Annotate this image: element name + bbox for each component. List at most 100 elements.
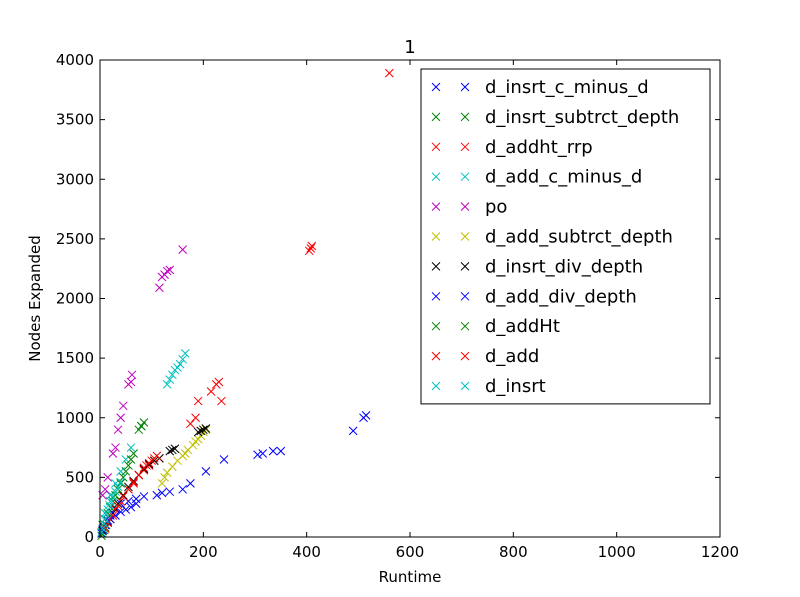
marker-stroke — [127, 370, 137, 380]
marker-stroke — [361, 411, 371, 420]
data-point — [160, 473, 169, 482]
data-point — [167, 445, 177, 455]
marker-stroke — [167, 462, 177, 471]
legend-label: d_insrt_c_minus_d — [485, 77, 649, 98]
marker-stroke — [276, 446, 286, 456]
marker-stroke — [306, 244, 316, 253]
data-point — [191, 413, 200, 423]
data-point — [165, 446, 175, 456]
marker-stroke — [253, 450, 262, 460]
marker-stroke — [173, 363, 182, 373]
data-point — [113, 482, 123, 492]
legend-label: d_addht_rrp — [485, 137, 593, 158]
legend-item: d_insrt — [431, 376, 546, 397]
legend-marker — [431, 82, 441, 92]
legend-marker — [460, 142, 470, 152]
marker-stroke — [165, 375, 175, 384]
data-point — [116, 507, 126, 517]
data-point — [193, 427, 203, 437]
data-point — [258, 449, 268, 458]
marker-stroke — [129, 478, 138, 488]
marker-stroke — [460, 381, 470, 391]
marker-stroke — [108, 492, 118, 501]
marker-stroke — [201, 425, 211, 435]
legend-marker — [460, 381, 470, 391]
marker-stroke — [126, 443, 136, 452]
legend: d_insrt_c_minus_d d_insrt_subtrct_depth d_… — [420, 68, 711, 405]
data-point — [118, 401, 128, 411]
marker-stroke — [175, 359, 185, 369]
marker-stroke — [162, 468, 172, 477]
legend-marker — [431, 291, 441, 301]
legend-item: d_add_div_depth — [431, 286, 637, 307]
marker-stroke — [431, 82, 441, 92]
marker-stroke — [113, 501, 123, 511]
data-point — [167, 462, 177, 471]
data-point — [105, 496, 115, 506]
data-point — [193, 396, 203, 406]
data-point — [129, 449, 138, 458]
legend-marker — [431, 232, 441, 241]
x-tick-label: 800 — [499, 543, 528, 561]
marker-stroke — [162, 380, 172, 389]
marker-stroke — [131, 499, 141, 508]
marker-stroke — [180, 449, 190, 458]
marker-stroke — [431, 142, 441, 152]
legend-marker — [431, 142, 441, 152]
x-tick-label: 200 — [189, 543, 218, 561]
data-point — [162, 468, 172, 477]
marker-stroke — [129, 477, 138, 487]
marker-stroke — [178, 354, 188, 364]
marker-stroke — [129, 449, 138, 458]
data-point — [136, 421, 146, 431]
marker-stroke — [113, 482, 123, 492]
data-points — [97, 68, 394, 541]
marker-stroke — [134, 425, 144, 435]
marker-stroke — [188, 440, 198, 450]
y-tick-label: 500 — [65, 468, 94, 486]
data-point — [111, 443, 120, 452]
data-point — [129, 476, 138, 486]
data-point — [276, 446, 286, 456]
data-point — [201, 425, 211, 435]
marker-stroke — [124, 484, 133, 494]
marker-stroke — [431, 381, 441, 391]
data-point — [167, 370, 177, 380]
marker-stroke — [126, 377, 136, 387]
marker-stroke — [431, 172, 441, 182]
data-point — [219, 455, 229, 464]
marker-stroke — [103, 505, 113, 514]
marker-stroke — [186, 419, 195, 429]
data-point — [198, 425, 208, 435]
marker-stroke — [121, 505, 131, 514]
marker-stroke — [104, 500, 114, 510]
data-point — [129, 478, 138, 488]
marker-stroke — [126, 455, 136, 464]
y-tick-label: 1000 — [56, 409, 94, 427]
legend-item: d_insrt_div_depth — [431, 256, 643, 277]
data-point — [175, 359, 185, 369]
data-point — [152, 451, 162, 461]
marker-stroke — [214, 377, 224, 387]
x-tick-label: 1000 — [598, 543, 636, 561]
marker-stroke — [180, 349, 190, 358]
marker-stroke — [108, 449, 118, 458]
data-point — [100, 484, 110, 494]
marker-stroke — [105, 496, 115, 506]
marker-stroke — [460, 82, 470, 92]
marker-stroke — [431, 262, 441, 271]
data-point — [180, 349, 190, 358]
marker-stroke — [111, 443, 120, 452]
marker-stroke — [178, 484, 188, 494]
data-point — [118, 473, 128, 482]
axis-ticks: 0 200 400 600 800 1000 1200 0 500 1000 1500 2000 250… — [56, 51, 739, 561]
legend-marker — [431, 381, 441, 391]
marker-stroke — [193, 434, 203, 444]
marker-stroke — [116, 507, 126, 517]
marker-stroke — [157, 488, 167, 498]
marker-stroke — [149, 456, 159, 466]
marker-stroke — [431, 321, 441, 331]
data-point — [180, 449, 190, 458]
data-point — [111, 490, 120, 500]
legend-marker — [460, 351, 470, 361]
